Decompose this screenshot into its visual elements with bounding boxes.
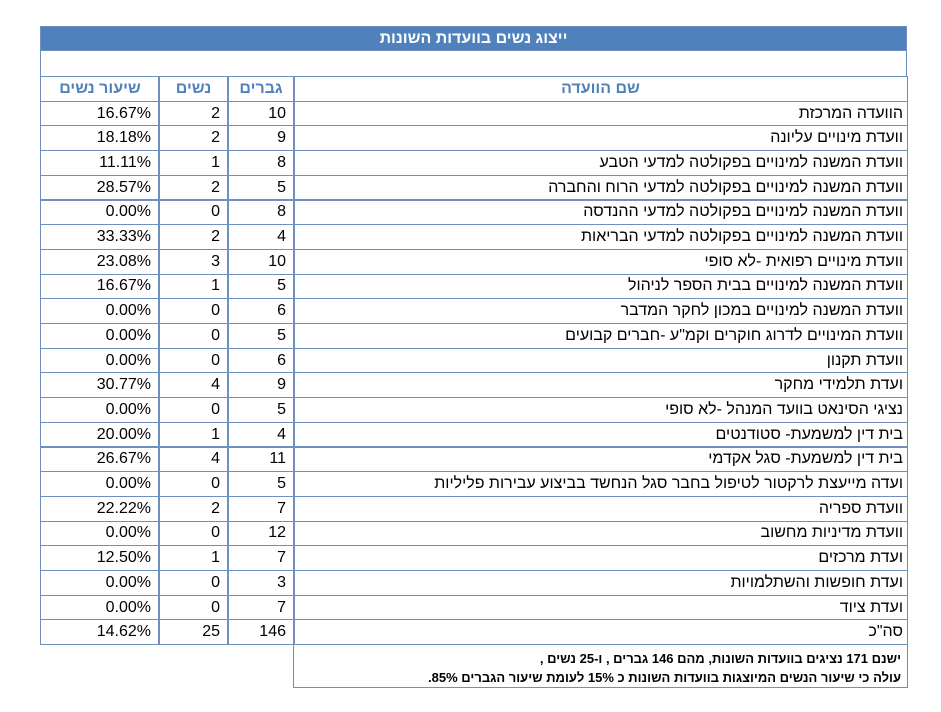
note-line: עולה כי שיעור הנשים המיוצגות בוועדות השו…: [428, 670, 901, 686]
committee-name: ועדת מרכזים: [293, 545, 908, 571]
committee-name: בית דין למשמעת- סגל אקדמי: [293, 446, 908, 473]
table-cell: 33.33%: [40, 224, 160, 250]
committee-name: ועדת חופשות והשתלמויות: [293, 570, 908, 596]
committee-name: וועדת מינויים עליונה: [293, 125, 908, 152]
table-cell: 0: [158, 323, 229, 349]
table-cell: 0.00%: [40, 323, 160, 349]
table-cell: 2: [158, 174, 229, 201]
committee-name: וועדת המשנה למינויים בבית הספר לניהול: [293, 273, 908, 300]
table-cell: 2: [158, 125, 229, 152]
committee-name: נציגי הסינאט בוועד המנהל -לא סופי: [293, 397, 908, 423]
column-header: שם הוועדה: [293, 76, 908, 102]
table-cell: 0.00%: [40, 298, 160, 324]
table-cell: 6: [227, 347, 295, 374]
table-cell: 4: [227, 421, 295, 448]
committee-name: וועדת מדיניות מחשוב: [293, 520, 908, 547]
committee-name: וועדת המשנה למינויים בפקולטה למדעי הבריא…: [293, 224, 908, 250]
table-cell: 16.67%: [40, 100, 160, 127]
table-cell: 0: [158, 520, 229, 547]
table-cell: 5: [227, 397, 295, 423]
table-cell: 12.50%: [40, 545, 160, 571]
note-box: ישנם 171 נציגים בוועדות השונות, מהם 146 …: [293, 644, 908, 688]
table-cell: 5: [227, 273, 295, 300]
table-cell: 18.18%: [40, 125, 160, 152]
table-cell: 146: [227, 619, 295, 646]
table-cell: 11.11%: [40, 150, 160, 176]
table-cell: 28.57%: [40, 174, 160, 201]
table-cell: 0.00%: [40, 347, 160, 374]
table-cell: 9: [227, 372, 295, 399]
table-cell: 11: [227, 446, 295, 473]
table-title: ייצוג נשים בוועדות השונות: [40, 26, 907, 51]
table-cell: 10: [227, 248, 295, 275]
committee-name: וועדת המינויים לדרוג חוקרים וקמ"ע -חברים…: [293, 323, 908, 349]
table-cell: 0.00%: [40, 397, 160, 423]
table-cell: 0.00%: [40, 520, 160, 547]
note-line: ישנם 171 נציגים בוועדות השונות, מהם 146 …: [539, 651, 901, 667]
table-cell: 0: [158, 594, 229, 621]
committee-name: וועדת המשנה למינויים בפקולטה למדעי ההנדס…: [293, 199, 908, 226]
table-cell: 4: [227, 224, 295, 250]
table-cell: 12: [227, 520, 295, 547]
table-cell: 26.67%: [40, 446, 160, 473]
table-cell: 0.00%: [40, 594, 160, 621]
table-cell: 8: [227, 199, 295, 226]
table-cell: 0.00%: [40, 570, 160, 596]
table-cell: 1: [158, 421, 229, 448]
table-cell: 0: [158, 298, 229, 324]
table-cell: 0: [158, 570, 229, 596]
table-cell: 25: [158, 619, 229, 646]
committee-name: וועדת תקנון: [293, 347, 908, 374]
table-cell: 3: [227, 570, 295, 596]
committee-name: בית דין למשמעת- סטודנטים: [293, 421, 908, 448]
table-cell: 20.00%: [40, 421, 160, 448]
committee-name: וועדת מינויים רפואית -לא סופי: [293, 248, 908, 275]
table-cell: 5: [227, 323, 295, 349]
table-cell: 16.67%: [40, 273, 160, 300]
table-cell: 2: [158, 100, 229, 127]
table-cell: 7: [227, 594, 295, 621]
table-cell: 0: [158, 397, 229, 423]
table-cell: 1: [158, 150, 229, 176]
committee-name: ועדת ציוד: [293, 594, 908, 621]
table-cell: 3: [158, 248, 229, 275]
committee-name: ועדת תלמידי מחקר: [293, 372, 908, 399]
table-cell: 23.08%: [40, 248, 160, 275]
table-cell: 0: [158, 199, 229, 226]
table-cell: 22.22%: [40, 495, 160, 522]
table-cell: 0.00%: [40, 471, 160, 497]
committee-name: וועדת המשנה למינויים במכון לחקר המדבר: [293, 298, 908, 324]
column-header: גברים: [227, 76, 295, 102]
table-cell: 8: [227, 150, 295, 176]
table-cell: 30.77%: [40, 372, 160, 399]
table-cell: 0: [158, 347, 229, 374]
committee-name: וועדת המשנה למינויים בפקולטה למדעי הרוח …: [293, 174, 908, 201]
table-cell: 14.62%: [40, 619, 160, 646]
table-cell: 9: [227, 125, 295, 152]
table-cell: 2: [158, 495, 229, 522]
table-cell: 5: [227, 174, 295, 201]
empty-row: [40, 50, 907, 77]
column-header: נשים: [158, 76, 229, 102]
column-header: שיעור נשים: [40, 76, 160, 102]
committee-name: וועדת המשנה למינויים בפקולטה למדעי הטבע: [293, 150, 908, 176]
committee-name: וועדת ספריה: [293, 495, 908, 522]
table-cell: 1: [158, 545, 229, 571]
table-cell: 0: [158, 471, 229, 497]
table-cell: 2: [158, 224, 229, 250]
table-cell: 4: [158, 446, 229, 473]
table-cell: 4: [158, 372, 229, 399]
table-cell: 6: [227, 298, 295, 324]
committee-name: הוועדה המרכזת: [293, 100, 908, 127]
table-cell: 10: [227, 100, 295, 127]
table-cell: 7: [227, 545, 295, 571]
table-cell: 1: [158, 273, 229, 300]
table-cell: 5: [227, 471, 295, 497]
table-cell: 0.00%: [40, 199, 160, 226]
committee-name: סה"כ: [293, 619, 908, 646]
table-cell: 7: [227, 495, 295, 522]
committee-name: ועדה מייעצת לרקטור לטיפול בחבר סגל הנחשד…: [293, 471, 908, 497]
